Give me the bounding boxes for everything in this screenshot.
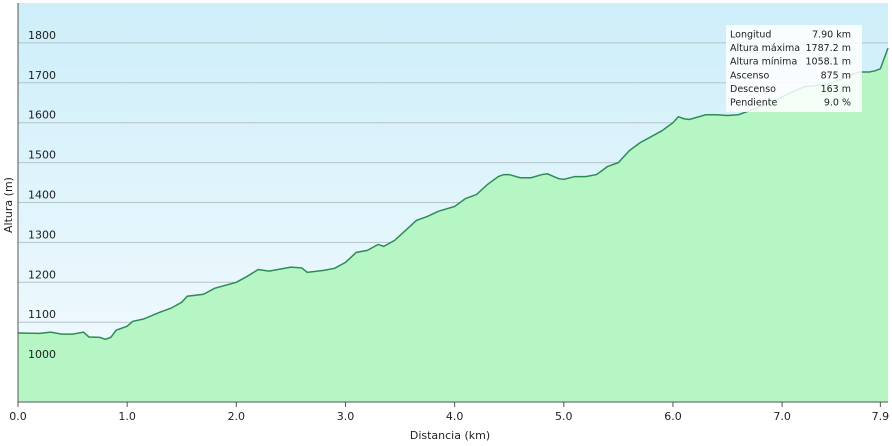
- stat-label: Longitud: [730, 30, 771, 41]
- stat-label: Ascenso: [730, 70, 769, 81]
- x-tick-label: 2.0: [228, 410, 246, 423]
- stat-value: 7.90 km: [812, 30, 851, 41]
- x-tick-label: 7.9: [872, 410, 890, 423]
- y-tick-label: 1000: [28, 348, 56, 361]
- stat-label: Altura mínima: [730, 57, 797, 68]
- stats-background: [726, 25, 862, 112]
- x-axis-label: Distancia (km): [410, 429, 490, 442]
- x-tick-label: 0.0: [9, 410, 27, 423]
- stat-value: 9.0 %: [824, 98, 851, 109]
- y-tick-label: 1600: [28, 109, 56, 122]
- area-fill: [18, 48, 888, 402]
- stat-value: 875 m: [821, 70, 851, 81]
- x-tick-label: 6.0: [664, 410, 682, 423]
- x-tick-label: 3.0: [337, 410, 355, 423]
- x-tick-label: 7.0: [773, 410, 791, 423]
- stat-value: 1058.1 m: [805, 57, 851, 68]
- y-tick-label: 1500: [28, 149, 56, 162]
- stat-label: Altura máxima: [730, 43, 800, 54]
- x-tick-label: 1.0: [118, 410, 136, 423]
- y-tick-label: 1300: [28, 228, 56, 241]
- y-tick-label: 1800: [28, 29, 56, 42]
- y-tick-label: 1100: [28, 308, 56, 321]
- y-axis-label: Altura (m): [2, 177, 15, 233]
- y-tick-label: 1700: [28, 69, 56, 82]
- stat-label: Descenso: [730, 84, 776, 95]
- stats-box: Longitud 7.90 km Altura máxima 1787.2 m Altu…: [726, 25, 862, 112]
- stat-value: 1787.2 m: [805, 43, 851, 54]
- x-tick-label: 5.0: [555, 410, 573, 423]
- area-line: [17, 47, 889, 341]
- stat-value: 163 m: [821, 84, 851, 95]
- stat-label: Pendiente: [730, 98, 778, 109]
- y-tick-label: 1200: [28, 268, 56, 281]
- y-tick-label: 1400: [28, 189, 56, 202]
- x-tick-label: 4.0: [446, 410, 464, 423]
